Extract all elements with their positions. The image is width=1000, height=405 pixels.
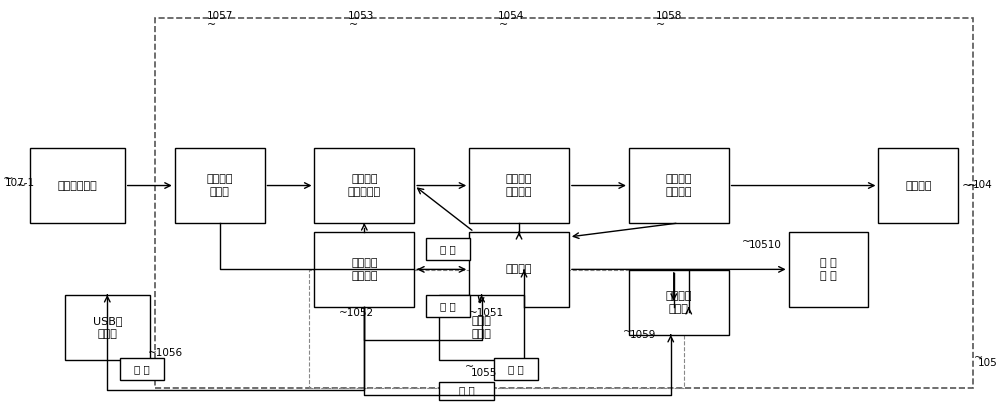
Text: 1059: 1059: [630, 330, 656, 340]
Text: ~: ~: [966, 179, 977, 192]
Bar: [789, 232, 868, 307]
Text: ~: ~: [207, 20, 216, 30]
Text: 供 电: 供 电: [440, 244, 456, 254]
Text: 红外接
收模块: 红外接 收模块: [472, 315, 492, 339]
Text: ~: ~: [498, 20, 508, 30]
Bar: [629, 148, 729, 223]
Text: 104: 104: [973, 180, 993, 190]
Text: ~: ~: [623, 327, 632, 337]
Bar: [469, 148, 569, 223]
Text: 外接电源接口: 外接电源接口: [57, 181, 97, 190]
Text: 电流检测
调理模块: 电流检测 调理模块: [506, 174, 532, 197]
Text: ~: ~: [974, 353, 983, 363]
Bar: [439, 382, 494, 400]
Text: 双路继电
器驱动模块: 双路继电 器驱动模块: [348, 174, 381, 197]
Text: ~: ~: [465, 362, 474, 372]
Bar: [30, 148, 125, 223]
Text: ~1052: ~1052: [339, 308, 374, 318]
Bar: [120, 358, 164, 379]
Text: 1055: 1055: [471, 368, 498, 378]
Text: 防雷防浪
涌模块: 防雷防浪 涌模块: [206, 174, 233, 197]
Text: 供 电: 供 电: [134, 364, 150, 374]
Text: 供 电: 供 电: [459, 386, 475, 396]
Bar: [314, 232, 414, 307]
Text: ~: ~: [349, 20, 358, 30]
Text: 直流稳压
电源模块: 直流稳压 电源模块: [351, 258, 378, 281]
Text: 1054: 1054: [498, 11, 524, 21]
Text: 供 电: 供 电: [508, 364, 524, 374]
Bar: [155, 18, 973, 388]
Text: ~1056: ~1056: [148, 348, 183, 358]
Bar: [426, 238, 470, 260]
Bar: [175, 148, 265, 223]
Text: 1053: 1053: [348, 11, 375, 21]
Text: 107-1: 107-1: [5, 178, 35, 188]
Text: 10510: 10510: [749, 240, 781, 250]
Text: USB充
电模块: USB充 电模块: [93, 315, 122, 339]
Bar: [469, 232, 569, 307]
Text: 供 电: 供 电: [440, 301, 456, 311]
Text: ~: ~: [15, 179, 26, 192]
Bar: [426, 295, 470, 317]
Text: ~: ~: [742, 237, 751, 247]
Text: 微处理器: 微处理器: [506, 264, 532, 274]
Bar: [309, 270, 684, 388]
Text: ~: ~: [656, 20, 665, 30]
Text: ~1051: ~1051: [469, 308, 504, 318]
Text: ~: ~: [3, 172, 13, 185]
Bar: [439, 295, 524, 360]
Text: 无 线
模 块: 无 线 模 块: [820, 258, 837, 281]
Bar: [65, 295, 150, 360]
Text: 电压检测
调理模块: 电压检测 调理模块: [665, 174, 692, 197]
Text: 1058: 1058: [656, 11, 682, 21]
Text: 105: 105: [978, 358, 998, 368]
Bar: [314, 148, 414, 223]
Bar: [878, 148, 958, 223]
Bar: [494, 358, 538, 379]
Text: 输出插口: 输出插口: [905, 181, 932, 190]
Text: 1057: 1057: [206, 11, 233, 21]
Bar: [629, 270, 729, 335]
Text: 外部存储
器模块: 外部存储 器模块: [665, 291, 692, 314]
Text: ~: ~: [961, 179, 972, 192]
